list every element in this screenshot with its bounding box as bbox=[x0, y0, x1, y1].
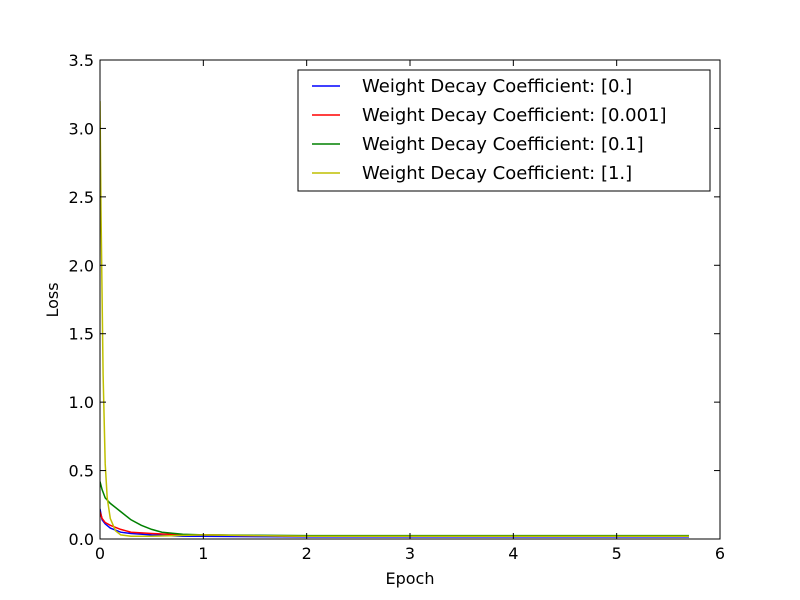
x-tick-label: 1 bbox=[198, 544, 208, 563]
x-tick-label: 2 bbox=[302, 544, 312, 563]
y-tick-label: 0.0 bbox=[69, 530, 94, 549]
y-tick-label: 3.5 bbox=[69, 51, 94, 70]
legend: Weight Decay Coefficient: [0.] Weight Dec… bbox=[297, 69, 711, 192]
x-tick-label: 6 bbox=[715, 544, 725, 563]
legend-label-1: Weight Decay Coefficient: [0.001] bbox=[362, 105, 667, 126]
x-tick-label: 5 bbox=[612, 544, 622, 563]
x-tick-label: 3 bbox=[405, 544, 415, 563]
x-tick-label: 0 bbox=[95, 544, 105, 563]
x-axis-label: Epoch bbox=[386, 569, 435, 588]
y-tick-label: 0.5 bbox=[69, 462, 94, 481]
series-line-3 bbox=[100, 101, 689, 538]
legend-label-3: Weight Decay Coefficient: [1.] bbox=[362, 163, 632, 184]
y-tick-label: 2.0 bbox=[69, 256, 94, 275]
y-tick-label: 1.5 bbox=[69, 325, 94, 344]
y-tick-label: 3.0 bbox=[69, 119, 94, 138]
series-layer bbox=[100, 101, 689, 538]
x-tick-label: 4 bbox=[508, 544, 518, 563]
ticks-layer: 0 1 2 3 4 5 6 0.0 0.5 1.0 1.5 2.0 2.5 3.0 3.5 bbox=[69, 51, 726, 563]
legend-label-2: Weight Decay Coefficient: [0.1] bbox=[362, 134, 644, 155]
legend-box bbox=[297, 69, 711, 192]
y-tick-label: 2.5 bbox=[69, 188, 94, 207]
y-tick-label: 1.0 bbox=[69, 393, 94, 412]
legend-label-0: Weight Decay Coefficient: [0.] bbox=[362, 76, 632, 97]
y-axis-label: Loss bbox=[43, 282, 62, 317]
